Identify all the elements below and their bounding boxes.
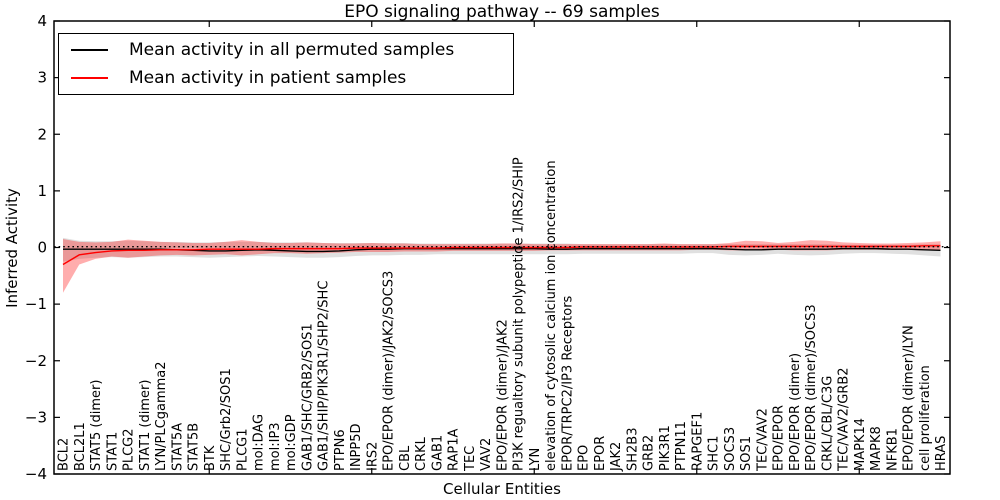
x-category-label: EPO/EPOR (dimer) bbox=[788, 353, 803, 471]
x-category-label: PIK3R1 bbox=[658, 425, 673, 471]
x-category-label: STAT5B bbox=[187, 423, 202, 471]
x-category-label: CRKL bbox=[414, 436, 429, 471]
chart-title: EPO signaling pathway -- 69 samples bbox=[344, 2, 660, 22]
legend-line-sample-black bbox=[71, 49, 108, 51]
x-category-label: EPOR/TRPC2/IP3 Receptors bbox=[560, 295, 575, 471]
permuted-mean-line bbox=[63, 247, 941, 253]
x-category-label: PLCG2 bbox=[122, 428, 137, 471]
patient-band bbox=[63, 239, 941, 293]
y-tick-label: 4 bbox=[37, 12, 47, 30]
x-category-label: BTK bbox=[203, 445, 218, 471]
x-category-label: NFKB1 bbox=[885, 428, 900, 471]
y-tick-label: −4 bbox=[25, 465, 47, 483]
x-category-label: GRB2 bbox=[642, 435, 657, 471]
legend-label-patient: Mean activity in patient samples bbox=[129, 68, 407, 88]
x-category-label: PTPN6 bbox=[333, 429, 348, 471]
x-category-label: VAV2 bbox=[479, 438, 494, 471]
x-category-label: STAT1 (dimer) bbox=[138, 380, 153, 471]
x-category-label: cell proliferation bbox=[918, 365, 933, 471]
x-category-label: BCL2 bbox=[57, 438, 72, 471]
x-category-label: EPO/EPOR (dimer)/LYN bbox=[902, 325, 917, 471]
x-axis-title: Cellular Entities bbox=[443, 480, 561, 498]
x-category-label: mol:GDP bbox=[284, 414, 299, 471]
x-category-label: EPO bbox=[577, 445, 592, 471]
x-category-label: PI3K regualtory subunit polypeptide 1/IR… bbox=[512, 157, 527, 471]
y-tick-label: −2 bbox=[25, 352, 47, 370]
x-category-label: SOCS3 bbox=[723, 427, 738, 471]
permuted-band bbox=[63, 237, 941, 262]
x-category-label: GAB1/SHIP/PIK3R1/SHP2/SHC bbox=[317, 281, 332, 471]
x-category-label: CBL bbox=[398, 445, 413, 471]
x-category-label: GAB1/SHC/GRB2/SOS1 bbox=[300, 323, 315, 471]
x-category-label: LYN/PLCgamma2 bbox=[154, 361, 169, 471]
y-axis-title: Inferred Activity bbox=[3, 188, 21, 308]
x-category-label: PLCG1 bbox=[235, 428, 250, 471]
x-category-label: LYN bbox=[528, 448, 543, 471]
y-tick-label: 1 bbox=[37, 182, 47, 200]
x-category-label: BCL2L1 bbox=[73, 422, 88, 471]
x-category-label: mol:IP3 bbox=[268, 422, 283, 471]
x-category-label: HRAS bbox=[934, 436, 949, 471]
x-category-label: MAPK14 bbox=[853, 418, 868, 471]
x-category-label: IRS2 bbox=[365, 442, 380, 471]
x-category-label: EPO/EPOR bbox=[772, 405, 787, 471]
x-category-label: SOS1 bbox=[739, 436, 754, 471]
x-category-label: INPP5D bbox=[349, 423, 364, 471]
x-category-label: PTPN11 bbox=[674, 421, 689, 471]
y-tick-label: 0 bbox=[37, 239, 47, 257]
x-category-label: EPO/EPOR (dimer)/JAK2/SOCS3 bbox=[382, 271, 397, 471]
x-category-label: SH2B3 bbox=[625, 428, 640, 472]
x-category-label: TEC/VAV2 bbox=[755, 408, 770, 472]
x-category-label: mol:DAG bbox=[252, 414, 267, 471]
x-category-label: TEC/VAV2/GRB2 bbox=[837, 367, 852, 472]
x-category-label: RAP1A bbox=[447, 428, 462, 471]
x-category-label: EPO/EPOR (dimer)/SOCS3 bbox=[804, 304, 819, 471]
x-category-label: STAT5 (dimer) bbox=[89, 380, 104, 471]
x-category-label: CRKL/CBL/C3G bbox=[820, 376, 835, 471]
x-category-label: GAB1 bbox=[430, 435, 445, 471]
x-category-label: elevation of cytosolic calcium ion conce… bbox=[544, 160, 559, 471]
x-category-label: JAK2 bbox=[609, 442, 624, 472]
x-category-label: TEC bbox=[463, 446, 478, 472]
legend-item-patient: Mean activity in patient samples bbox=[59, 64, 513, 92]
y-tick-label: 3 bbox=[37, 69, 47, 87]
x-category-label: SHC1 bbox=[707, 436, 722, 471]
y-tick-label: −1 bbox=[25, 295, 47, 313]
x-category-label: EPO/EPOR (dimer)/JAK2 bbox=[495, 319, 510, 471]
x-category-label: STAT1 bbox=[105, 432, 120, 471]
legend-item-permuted: Mean activity in all permuted samples bbox=[59, 36, 513, 64]
x-category-label: EPOR bbox=[593, 436, 608, 471]
patient-mean-line bbox=[62, 245, 941, 266]
y-tick-label: −3 bbox=[25, 408, 47, 426]
x-category-label: STAT5A bbox=[170, 423, 185, 471]
x-category-label: SHC/Grb2/SOS1 bbox=[219, 368, 234, 471]
legend-label-permuted: Mean activity in all permuted samples bbox=[129, 40, 455, 60]
legend-line-sample-red bbox=[71, 77, 108, 79]
x-category-label: RAPGEF1 bbox=[690, 412, 705, 471]
x-category-label: MAPK8 bbox=[869, 426, 884, 471]
y-tick-label: 2 bbox=[37, 125, 47, 143]
legend: Mean activity in all permuted samples Me… bbox=[58, 33, 514, 95]
